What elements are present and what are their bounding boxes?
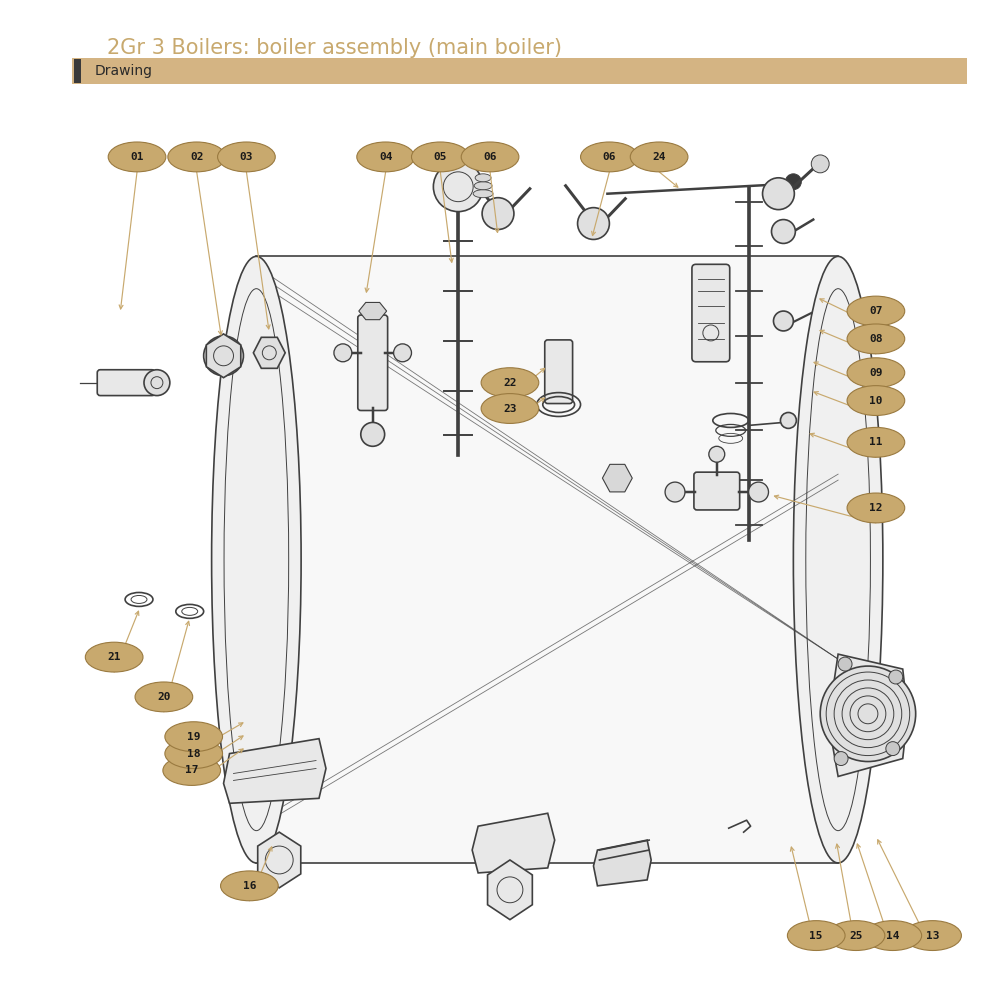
Ellipse shape xyxy=(847,386,905,415)
Text: 17: 17 xyxy=(185,765,198,775)
Polygon shape xyxy=(488,860,532,920)
Ellipse shape xyxy=(163,756,221,785)
Polygon shape xyxy=(258,832,301,888)
Ellipse shape xyxy=(847,324,905,354)
Ellipse shape xyxy=(461,142,519,172)
Ellipse shape xyxy=(847,358,905,388)
Circle shape xyxy=(334,344,352,362)
Circle shape xyxy=(834,752,848,766)
Text: 19: 19 xyxy=(187,732,200,742)
Ellipse shape xyxy=(357,142,414,172)
Polygon shape xyxy=(256,256,838,863)
Text: 13: 13 xyxy=(926,931,939,941)
Circle shape xyxy=(578,208,609,239)
Text: 01: 01 xyxy=(130,152,144,162)
Text: 15: 15 xyxy=(809,931,823,941)
Ellipse shape xyxy=(168,142,226,172)
Text: 21: 21 xyxy=(107,652,121,662)
Circle shape xyxy=(889,670,903,684)
Polygon shape xyxy=(593,840,651,886)
Circle shape xyxy=(665,482,685,502)
Text: 08: 08 xyxy=(869,334,883,344)
Ellipse shape xyxy=(473,190,493,198)
Polygon shape xyxy=(224,739,326,803)
Text: Drawing: Drawing xyxy=(94,64,152,78)
Text: 07: 07 xyxy=(869,306,883,316)
Text: 05: 05 xyxy=(434,152,447,162)
Circle shape xyxy=(204,336,243,376)
Ellipse shape xyxy=(474,182,492,190)
Circle shape xyxy=(820,666,916,762)
Ellipse shape xyxy=(864,921,922,950)
Circle shape xyxy=(482,198,514,230)
Ellipse shape xyxy=(411,142,469,172)
Ellipse shape xyxy=(481,368,539,398)
Text: 04: 04 xyxy=(379,152,392,162)
Ellipse shape xyxy=(212,256,301,863)
Ellipse shape xyxy=(165,739,223,768)
Circle shape xyxy=(780,412,796,428)
Ellipse shape xyxy=(827,921,885,950)
Polygon shape xyxy=(253,337,285,368)
Circle shape xyxy=(361,422,385,446)
Ellipse shape xyxy=(475,174,491,182)
Text: 23: 23 xyxy=(503,404,517,414)
Circle shape xyxy=(709,446,725,462)
FancyBboxPatch shape xyxy=(545,340,573,404)
Text: 12: 12 xyxy=(869,503,883,513)
Ellipse shape xyxy=(630,142,688,172)
Ellipse shape xyxy=(847,493,905,523)
Text: 14: 14 xyxy=(886,931,900,941)
FancyBboxPatch shape xyxy=(694,472,740,510)
Ellipse shape xyxy=(793,256,883,863)
Ellipse shape xyxy=(481,394,539,423)
Ellipse shape xyxy=(904,921,961,950)
FancyBboxPatch shape xyxy=(97,370,155,396)
Polygon shape xyxy=(602,464,632,492)
Circle shape xyxy=(144,370,170,396)
Polygon shape xyxy=(828,654,908,776)
Circle shape xyxy=(773,311,793,331)
Text: 2Gr 3 Boilers: boiler assembly (main boiler): 2Gr 3 Boilers: boiler assembly (main boi… xyxy=(107,38,562,58)
Text: 22: 22 xyxy=(503,378,517,388)
Text: 06: 06 xyxy=(603,152,616,162)
FancyBboxPatch shape xyxy=(358,315,388,410)
Circle shape xyxy=(394,344,411,362)
Ellipse shape xyxy=(108,142,166,172)
Circle shape xyxy=(433,162,483,212)
Text: 24: 24 xyxy=(652,152,666,162)
Circle shape xyxy=(763,178,794,210)
Circle shape xyxy=(811,155,829,173)
Circle shape xyxy=(886,742,900,756)
Circle shape xyxy=(749,482,769,502)
Polygon shape xyxy=(472,813,555,873)
Text: 09: 09 xyxy=(869,368,883,378)
Polygon shape xyxy=(359,302,387,320)
Polygon shape xyxy=(206,334,241,378)
Text: 18: 18 xyxy=(187,749,200,759)
Ellipse shape xyxy=(135,682,193,712)
Text: 20: 20 xyxy=(157,692,171,702)
Text: 16: 16 xyxy=(243,881,256,891)
Text: 06: 06 xyxy=(483,152,497,162)
Ellipse shape xyxy=(218,142,275,172)
Ellipse shape xyxy=(787,921,845,950)
Ellipse shape xyxy=(847,296,905,326)
Circle shape xyxy=(785,174,801,190)
Ellipse shape xyxy=(847,427,905,457)
Circle shape xyxy=(838,657,852,671)
Ellipse shape xyxy=(165,722,223,752)
Text: 03: 03 xyxy=(240,152,253,162)
Text: 10: 10 xyxy=(869,396,883,406)
Ellipse shape xyxy=(85,642,143,672)
Text: 11: 11 xyxy=(869,437,883,447)
Ellipse shape xyxy=(581,142,638,172)
Circle shape xyxy=(771,220,795,243)
Text: 02: 02 xyxy=(190,152,203,162)
FancyBboxPatch shape xyxy=(72,58,967,84)
Text: 25: 25 xyxy=(849,931,863,941)
FancyBboxPatch shape xyxy=(74,59,81,83)
FancyBboxPatch shape xyxy=(692,264,730,362)
Ellipse shape xyxy=(221,871,278,901)
